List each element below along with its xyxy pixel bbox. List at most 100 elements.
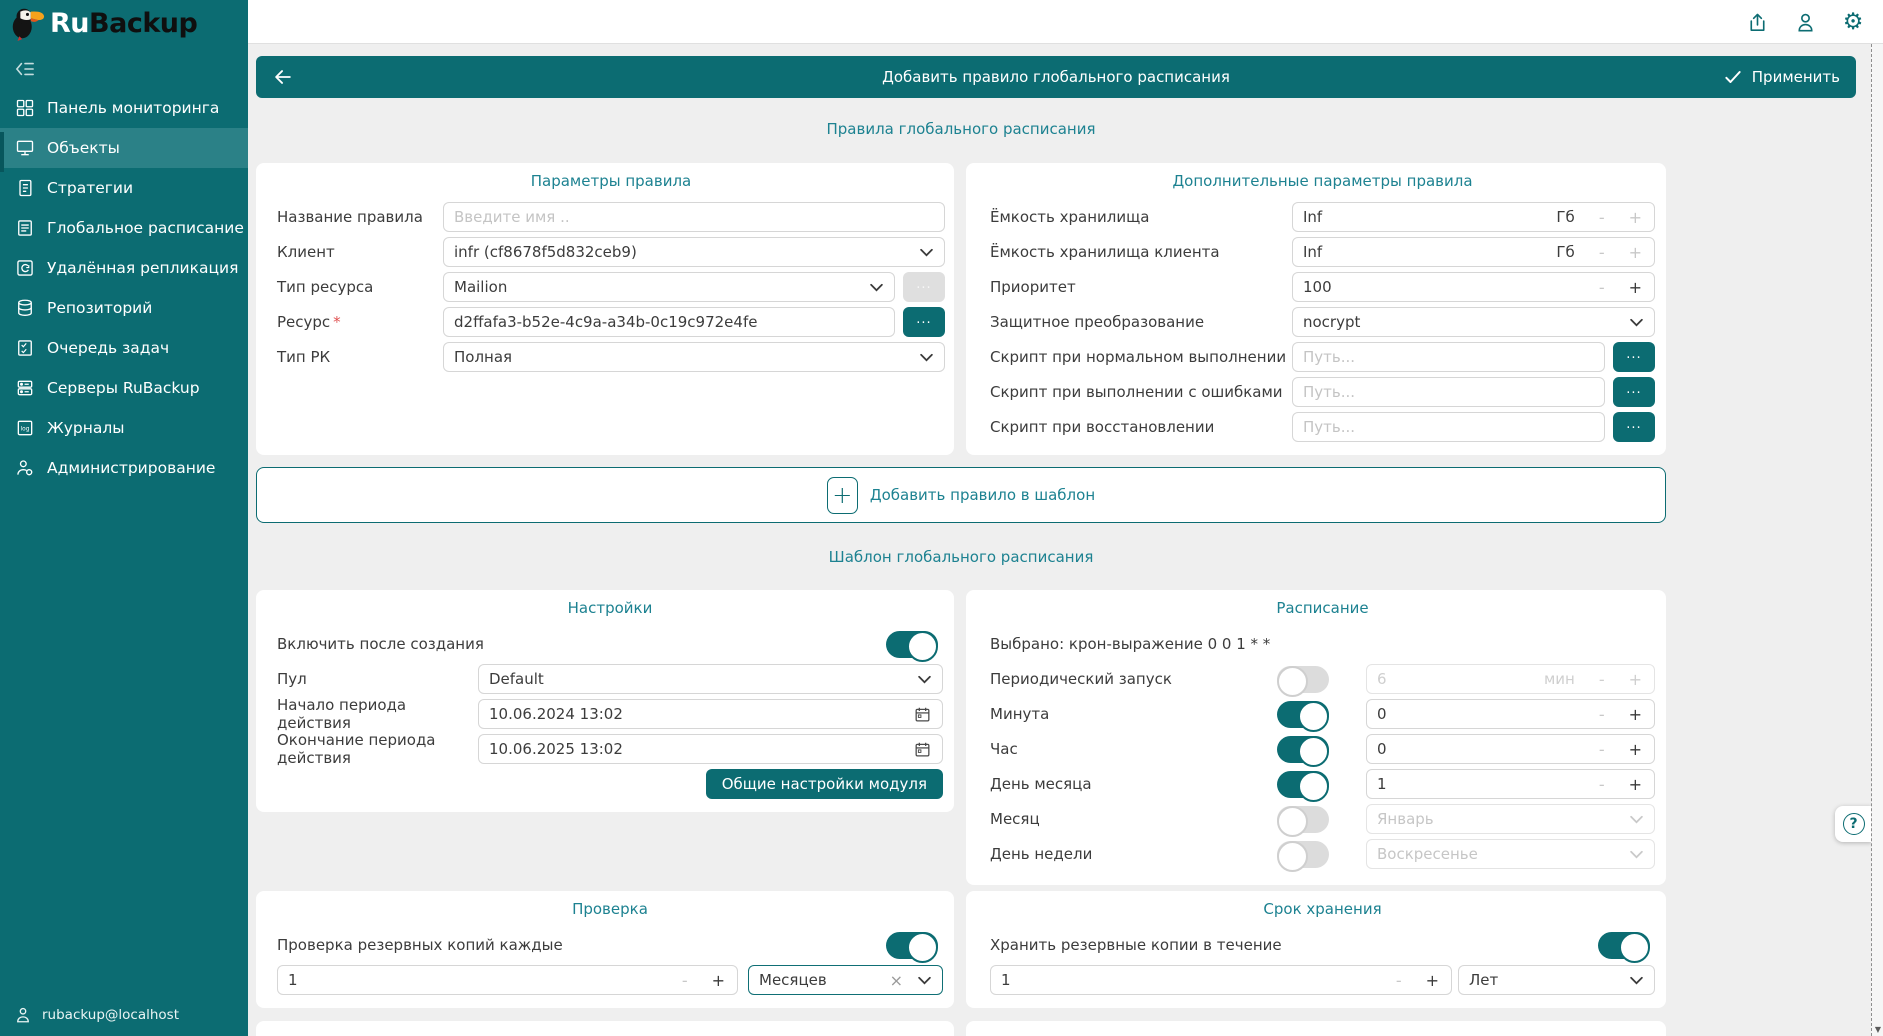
topbar: ⚙ [248, 0, 1883, 44]
decrement-button[interactable]: - [1396, 971, 1402, 990]
rule-name-row: Название правила [277, 202, 945, 232]
schedule-document-icon [14, 217, 36, 239]
verify-unit-select[interactable]: Месяцев × [748, 965, 943, 995]
enable-after-create-toggle[interactable] [886, 631, 938, 658]
script-normal-row: Скрипт при нормальном выполнении ... [990, 342, 1655, 372]
help-button[interactable]: ? [1835, 806, 1872, 842]
sidebar-item-global-schedule[interactable]: Глобальное расписание [0, 208, 248, 248]
required-asterisk: * [333, 313, 341, 331]
priority-spinner[interactable]: 100 - + [1292, 272, 1655, 302]
increment-button[interactable]: + [1629, 278, 1642, 297]
periodic-run-toggle[interactable] [1277, 666, 1329, 693]
script-error-row: Скрипт при выполнении с ошибками ... [990, 377, 1655, 407]
sidebar-item-remote-replication[interactable]: Удалённая репликация [0, 248, 248, 288]
card-title: Срок хранения [990, 900, 1655, 920]
admin-user-gear-icon [14, 457, 36, 479]
export-icon[interactable] [1745, 10, 1769, 34]
storage-capacity-spinner[interactable]: Inf Гб - + [1292, 202, 1655, 232]
increment-button: + [1629, 208, 1642, 227]
decrement-button[interactable]: - [682, 971, 688, 990]
scroll-down-arrow[interactable]: ▼ [1873, 1025, 1883, 1034]
script-restore-browse-button[interactable]: ... [1613, 412, 1655, 442]
sidebar-item-objects[interactable]: Объекты [0, 128, 248, 168]
sidebar-nav: Панель мониторинга Объекты Стратегии [0, 88, 248, 488]
decrement-button[interactable]: - [1599, 740, 1605, 759]
period-start-input[interactable]: 10.06.2024 13:02 [478, 699, 943, 729]
increment-button[interactable]: + [1629, 705, 1642, 724]
week-day-toggle[interactable] [1277, 841, 1329, 868]
profile-icon[interactable] [1793, 10, 1817, 34]
script-normal-browse-button[interactable]: ... [1613, 342, 1655, 372]
verify-interval-spinner[interactable]: 1 - + [277, 965, 738, 995]
rubackup-logo[interactable]: RuBackup [0, 0, 248, 46]
user-session[interactable]: rubackup@localhost [14, 1006, 179, 1024]
sidebar-item-servers[interactable]: Серверы RuBackup [0, 368, 248, 408]
client-capacity-spinner[interactable]: Inf Гб - + [1292, 237, 1655, 267]
apply-button[interactable]: Применить [1723, 67, 1840, 87]
resource-input[interactable] [443, 307, 895, 337]
scrollbar[interactable]: ▼ [1871, 44, 1883, 1036]
increment-button[interactable]: + [1426, 971, 1439, 990]
sidebar-item-repository[interactable]: Репозиторий [0, 288, 248, 328]
dashboard-icon [14, 97, 36, 119]
resource-type-select[interactable]: Mailion [443, 272, 895, 302]
decrement-button[interactable]: - [1599, 705, 1605, 724]
month-toggle[interactable] [1277, 806, 1329, 833]
sidebar-item-logs[interactable]: log Журналы [0, 408, 248, 448]
sidebar: RuBackup Панель мониторинга Объекты [0, 0, 248, 1036]
calendar-icon[interactable] [913, 740, 932, 759]
month-day-spinner[interactable]: 1 - + [1366, 769, 1655, 799]
increment-button[interactable]: + [1629, 740, 1642, 759]
increment-button: + [1629, 670, 1642, 689]
calendar-icon[interactable] [913, 705, 932, 724]
clear-icon[interactable]: × [890, 971, 903, 990]
settings-card: Настройки Включить после создания Пул De… [256, 590, 954, 812]
section-title-template: Шаблон глобального расписания [256, 548, 1666, 566]
backup-type-select[interactable]: Полная [443, 342, 945, 372]
section-title-rules: Правила глобального расписания [256, 120, 1666, 138]
script-restore-input[interactable] [1292, 412, 1605, 442]
increment-button[interactable]: + [712, 971, 725, 990]
decrement-button[interactable]: - [1599, 278, 1605, 297]
back-button[interactable] [272, 65, 296, 89]
retention-interval-spinner[interactable]: 1 - + [990, 965, 1452, 995]
decrement-button: - [1599, 670, 1605, 689]
minute-spinner[interactable]: 0 - + [1366, 699, 1655, 729]
verify-toggle[interactable] [886, 932, 938, 959]
minute-toggle[interactable] [1277, 701, 1329, 728]
script-error-browse-button[interactable]: ... [1613, 377, 1655, 407]
retention-unit-select[interactable]: Лет [1458, 965, 1655, 995]
script-error-input[interactable] [1292, 377, 1605, 407]
verify-every-row: Проверка резервных копий каждые [277, 930, 943, 960]
collapse-sidebar-icon[interactable] [14, 60, 36, 78]
module-settings-button[interactable]: Общие настройки модуля [706, 769, 943, 799]
client-select[interactable]: infr (cf8678f5d832ceb9) [443, 237, 945, 267]
logo-text: RuBackup [50, 8, 197, 39]
settings-gear-icon[interactable]: ⚙ [1841, 10, 1865, 34]
pool-select[interactable]: Default [478, 664, 943, 694]
month-day-toggle[interactable] [1277, 771, 1329, 798]
resource-browse-button[interactable]: ... [903, 307, 945, 337]
retention-toggle[interactable] [1598, 932, 1650, 959]
resource-row: Ресурс* ... [277, 307, 945, 337]
check-icon [1723, 67, 1743, 87]
hour-spinner[interactable]: 0 - + [1366, 734, 1655, 764]
sidebar-item-strategies[interactable]: Стратегии [0, 168, 248, 208]
additional-parameters-card: Дополнительные параметры правила Ёмкость… [966, 163, 1666, 455]
pool-row: Пул Default [277, 664, 943, 694]
periodic-interval-spinner: 6 мин - + [1366, 664, 1655, 694]
increment-button[interactable]: + [1629, 775, 1642, 794]
month-select: Январь [1366, 804, 1655, 834]
sidebar-item-administration[interactable]: Администрирование [0, 448, 248, 488]
decrement-button[interactable]: - [1599, 775, 1605, 794]
transform-select[interactable]: nocrypt [1292, 307, 1655, 337]
rule-name-input[interactable] [443, 202, 945, 232]
add-rule-to-template-button[interactable]: + Добавить правило в шаблон [256, 467, 1666, 523]
period-end-input[interactable]: 10.06.2025 13:02 [478, 734, 943, 764]
chevron-down-icon [1629, 850, 1644, 859]
script-normal-input[interactable] [1292, 342, 1605, 372]
hour-toggle[interactable] [1277, 736, 1329, 763]
client-row: Клиент infr (cf8678f5d832ceb9) [277, 237, 945, 267]
sidebar-item-task-queue[interactable]: Очередь задач [0, 328, 248, 368]
sidebar-item-monitoring[interactable]: Панель мониторинга [0, 88, 248, 128]
